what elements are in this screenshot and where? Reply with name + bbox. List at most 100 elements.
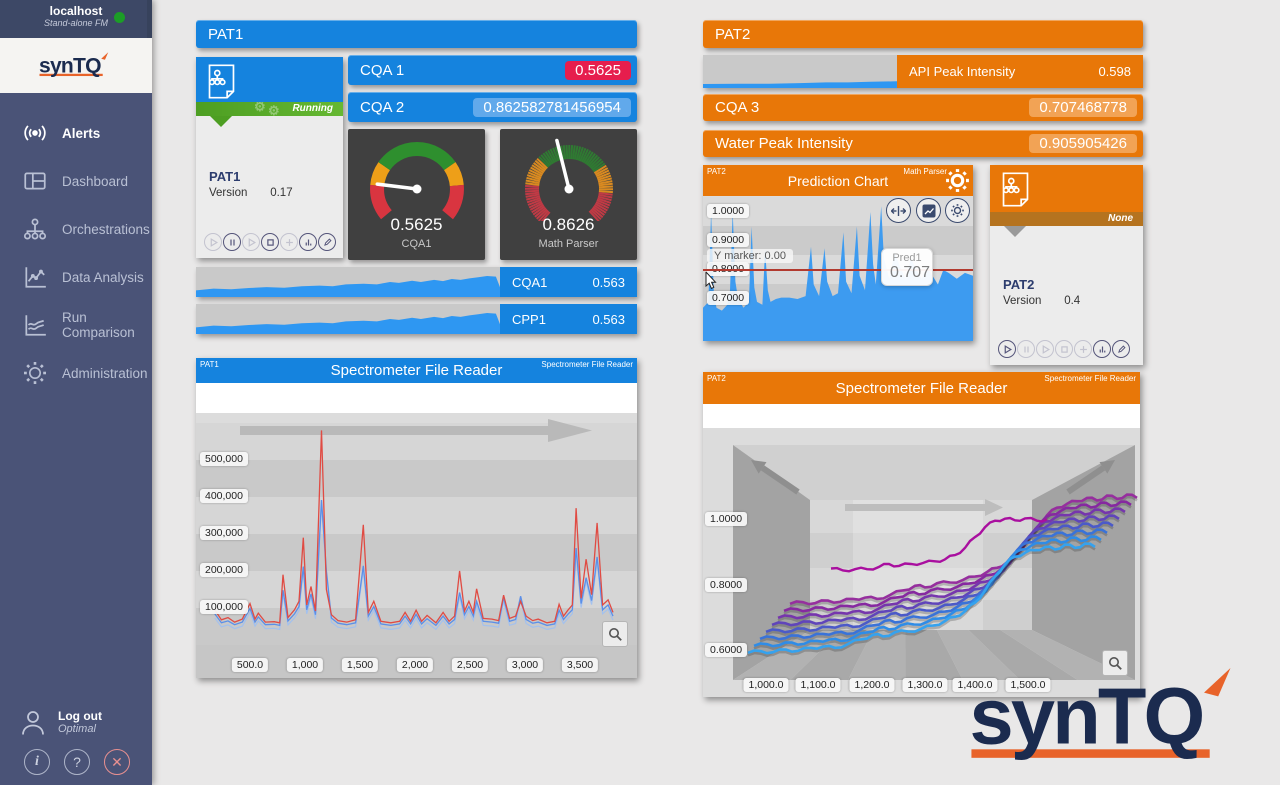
help-button[interactable]: ?: [64, 749, 90, 775]
pat2-version: 0.4: [1064, 295, 1081, 307]
stop-button[interactable]: [1055, 340, 1073, 358]
pat1-status-ribbon: ⚙ ⚙ Running: [196, 102, 343, 116]
magnifier-icon: [608, 627, 622, 641]
panel-header[interactable]: PAT2 Prediction Chart Math Parser: [703, 165, 973, 196]
y-marker-line[interactable]: [703, 269, 973, 271]
magnifier-icon: [1108, 656, 1122, 670]
brand-area: synTQ: [0, 38, 152, 93]
panel-corner-label: Spectrometer File Reader: [1044, 374, 1136, 383]
axis-tick-label: 1.0000: [707, 204, 750, 218]
add-button[interactable]: [1074, 340, 1092, 358]
edit-button[interactable]: [1112, 340, 1130, 358]
sparkline-cqa1[interactable]: CQA1 0.563: [196, 267, 637, 297]
metric-cqa3[interactable]: CQA 3 0.707468778: [703, 94, 1143, 121]
sparkline-cpp1[interactable]: CPP1 0.563: [196, 304, 637, 334]
pat2-orchestration-card[interactable]: None PAT2 Version 0.4: [990, 165, 1143, 365]
svg-text:synTQ: synTQ: [970, 672, 1203, 761]
spectrum-3d-chart[interactable]: 1.0000 0.8000 0.6000 1,000.0 1,100.0 1,200.0 1…: [703, 428, 1140, 697]
gauge-value: 0.8626: [542, 215, 595, 234]
pat1-title-bar[interactable]: PAT1: [196, 20, 637, 48]
sidebar-item-label: Orchestrations: [62, 221, 150, 237]
logout[interactable]: Log out Optimal: [0, 707, 152, 737]
dashboard-icon: [22, 168, 48, 194]
range-icon[interactable]: [886, 198, 911, 223]
host-bar: localhost Stand-alone FM: [0, 0, 152, 38]
metric-label: Water Peak Intensity: [715, 135, 853, 152]
sparkline-label: CPP1: [512, 311, 546, 327]
pause-button[interactable]: [223, 233, 241, 251]
panel-title: Spectrometer File Reader: [835, 379, 1008, 397]
axis-tick-label: 1,300.0: [902, 678, 948, 692]
gauge-label: Math Parser: [538, 238, 599, 250]
axis-tick-label: 1,500: [341, 658, 379, 672]
metric-value-badge: 0.5625: [565, 60, 631, 80]
panel-tag: PAT2: [707, 167, 726, 176]
logout-label: Log out: [58, 709, 102, 723]
sidebar-item-dashboard[interactable]: Dashboard: [0, 157, 152, 205]
metric-label: CQA 2: [360, 98, 405, 116]
prediction-tooltip: Pred1 0.707: [881, 248, 933, 286]
axis-tick-label: 1,500.0: [1005, 678, 1051, 692]
metric-cqa2[interactable]: CQA 2 0.862582781456954: [348, 92, 637, 122]
gear-icon[interactable]: [944, 167, 971, 199]
gauge-value: 0.5625: [390, 215, 443, 234]
orchestration-document-icon: [1002, 172, 1029, 207]
sidebar-item-administration[interactable]: Administration: [0, 349, 152, 397]
chart-settings-icon[interactable]: [916, 198, 941, 223]
zoom-button[interactable]: [1102, 650, 1128, 676]
axis-tick-label: 500.0: [231, 658, 269, 672]
sparkline-api-peak[interactable]: API Peak Intensity 0.598: [703, 55, 1143, 88]
pat1-status: Running: [292, 103, 333, 114]
axis-tick-label: 2,500: [451, 658, 489, 672]
panel-header[interactable]: PAT1 Spectrometer File Reader Spectromet…: [196, 358, 637, 383]
pat2-title-bar[interactable]: PAT2: [703, 20, 1143, 48]
stop-button[interactable]: [261, 233, 279, 251]
zoom-button[interactable]: [602, 621, 628, 647]
pat1-card-header: [196, 57, 343, 102]
panel-toolbar: [703, 404, 1140, 428]
pat2-ribbon-pointer: [1004, 226, 1026, 237]
version-label: Version: [1003, 295, 1042, 307]
sidebar-nav: Alerts Dashboard Orchestrations Data Ana…: [0, 93, 152, 397]
sparkline-value: 0.563: [592, 274, 625, 290]
info-button[interactable]: i: [24, 749, 50, 775]
resume-button[interactable]: [242, 233, 260, 251]
axis-tick-label: 200,000: [200, 563, 248, 577]
resume-button[interactable]: [1036, 340, 1054, 358]
add-button[interactable]: [280, 233, 298, 251]
panel-tag: PAT2: [707, 374, 726, 383]
pat1-orchestration-card[interactable]: ⚙ ⚙ Running PAT1 Version 0.17: [196, 57, 343, 258]
sidebar-item-data-analysis[interactable]: Data Analysis: [0, 253, 152, 301]
play-button[interactable]: [998, 340, 1016, 358]
pat1-card-name: PAT1: [209, 169, 241, 184]
gear-icon[interactable]: [945, 198, 970, 223]
syntq-logo: synTQ: [39, 51, 109, 77]
orchestrations-icon: [22, 216, 48, 242]
chart-button[interactable]: [1093, 340, 1111, 358]
prediction-chart-panel: PAT2 Prediction Chart Math Parser 1.0000…: [703, 165, 973, 341]
axis-tick-label: 1,100.0: [795, 678, 841, 692]
gauge-label: CQA1: [401, 238, 432, 250]
y-marker-label: Y marker: 0.00: [707, 249, 793, 263]
sidebar-item-run-comparison[interactable]: Run Comparison: [0, 301, 152, 349]
metric-cqa1[interactable]: CQA 1 0.5625: [348, 55, 637, 85]
axis-tick-label: 1.0000: [705, 512, 748, 526]
pat2-card-actions: [998, 340, 1130, 358]
sidebar-item-orchestrations[interactable]: Orchestrations: [0, 205, 152, 253]
metric-water-peak[interactable]: Water Peak Intensity 0.905905426: [703, 130, 1143, 157]
chart-button[interactable]: [299, 233, 317, 251]
play-button[interactable]: [204, 233, 222, 251]
panel-header[interactable]: PAT2 Spectrometer File Reader Spectromet…: [703, 372, 1140, 404]
edit-button[interactable]: [318, 233, 336, 251]
pause-button[interactable]: [1017, 340, 1035, 358]
close-button[interactable]: ✕: [104, 749, 130, 775]
axis-tick-label: 1,200.0: [849, 678, 895, 692]
spectrum-chart[interactable]: 500,000 400,000 300,000 200,000 100,000 500.0…: [196, 413, 637, 678]
sidebar-item-alerts[interactable]: Alerts: [0, 109, 152, 157]
axis-tick-label: 100,000: [200, 600, 248, 614]
gauge-dial: [369, 142, 464, 220]
metric-value-badge: 0.707468778: [1029, 98, 1137, 117]
pat2-status-ribbon: None: [990, 212, 1143, 226]
pat1-spectrometer-panel: PAT1 Spectrometer File Reader Spectromet…: [196, 358, 637, 678]
